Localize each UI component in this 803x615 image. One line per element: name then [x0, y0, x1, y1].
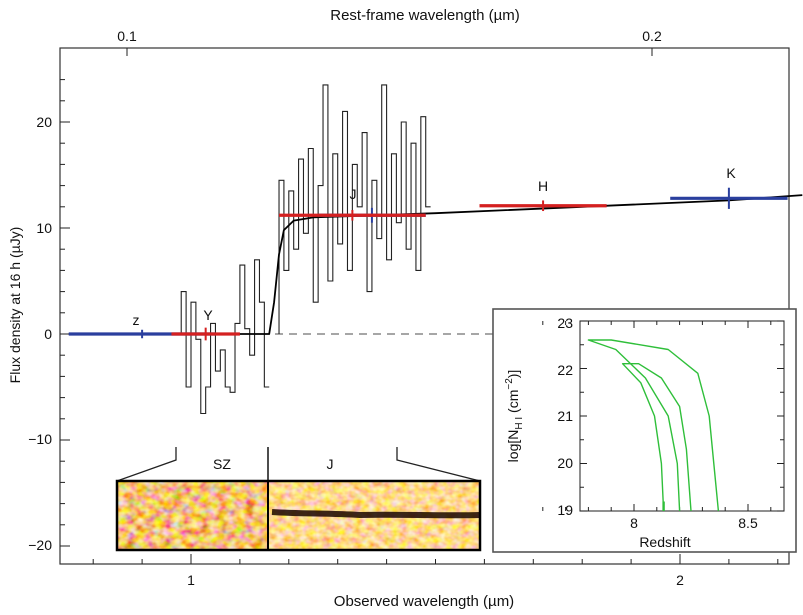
y-tick-label: 20: [36, 114, 52, 130]
inset-y-tick-label: 19: [557, 502, 573, 518]
y-tick-label: 10: [36, 220, 52, 236]
inset-ylabel-sup: −2: [504, 378, 515, 390]
inset-y-axis-label: log[NH I (cm−2)]: [504, 370, 525, 463]
photometry-point-Y: [171, 327, 240, 341]
inset-y-tick-label: 22: [557, 362, 573, 378]
callout-line-left: [116, 447, 177, 482]
j-trace-band: [271, 509, 481, 519]
photometry-point-H: [479, 200, 607, 212]
band-label-z: z: [133, 312, 140, 328]
photometry-points: [68, 187, 788, 341]
photometry-point-J: [279, 209, 426, 221]
photometry-point-K: [670, 187, 788, 209]
y-tick-label: 0: [44, 326, 52, 342]
band-label-K: K: [726, 165, 736, 181]
top-tick-label: 0.2: [642, 28, 662, 44]
inset-ylabel-main: log[N: [505, 430, 521, 463]
inset-ylabel-tail: (cm: [505, 390, 521, 417]
inset-inner-contour: [621, 363, 692, 512]
strip-label-sz: SZ: [213, 456, 231, 472]
inset-y-tick-label: 23: [557, 315, 573, 331]
x-tick-label: 1: [187, 572, 195, 588]
y-axis-label: Flux density at 16 h (µJy): [7, 227, 23, 384]
inset-ticks: [542, 320, 784, 512]
y-tick-label: −20: [28, 537, 52, 553]
model-spectrum: [68, 194, 803, 335]
top-axis-label: Rest-frame wavelength (µm): [330, 7, 520, 24]
spectrum-steps: [180, 84, 431, 415]
inset-contours: [587, 339, 720, 512]
strip-label-j: J: [327, 456, 334, 472]
image-strip: SZ J: [115, 447, 482, 552]
inset-ylabel-end: )]: [505, 370, 521, 379]
inset-x-tick-label: 8: [630, 515, 638, 531]
x-tick-label: 2: [676, 572, 684, 588]
top-tick-label: 0.1: [117, 28, 137, 44]
observed-spectrum: [180, 84, 431, 415]
inset-outer-contour: [587, 339, 720, 512]
band-label-Y: Y: [203, 307, 213, 323]
y-axis-ticks: [60, 79, 70, 547]
inset-y-tick-label: 21: [557, 408, 573, 424]
callout-line-right: [396, 447, 481, 482]
main-plot-frame: [59, 47, 790, 565]
strip-border: [115, 479, 482, 552]
y-tick-label: −10: [28, 431, 52, 447]
x-axis-label: Observed wavelength (µm): [334, 593, 514, 610]
inset-x-axis-label: Redshift: [639, 534, 690, 550]
x-axis-ticks: [92, 554, 779, 564]
band-label-J: J: [350, 186, 357, 202]
model-line: [68, 194, 803, 335]
inset-x-tick-label: 8.5: [738, 515, 758, 531]
band-label-H: H: [538, 178, 548, 194]
inset-y-tick-label: 20: [557, 455, 573, 471]
sz-image-panel: [117, 481, 268, 550]
inset-panel: 23 22 21 20 19 8 8.5 Redshift log[NH I (…: [492, 308, 797, 553]
inset-ylabel-sub: H I: [514, 417, 525, 430]
